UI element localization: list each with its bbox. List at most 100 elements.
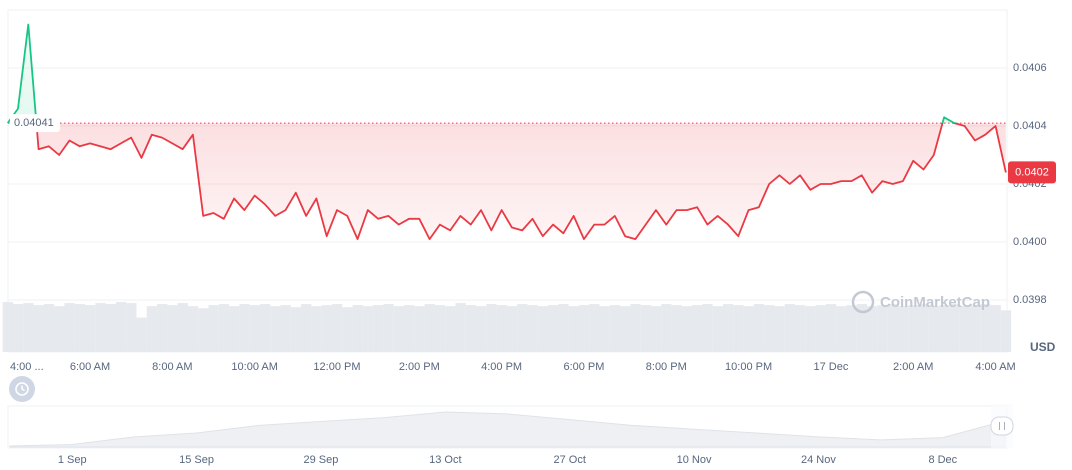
volume-bar: [218, 304, 230, 352]
volume-bar: [640, 305, 651, 352]
volume-bar: [33, 305, 44, 352]
volume-bar: [424, 304, 435, 352]
x-tick-label: 17 Dec: [813, 361, 848, 373]
navigator-date-label: 27 Oct: [553, 454, 585, 466]
line-layer: [6, 23, 1007, 240]
volume-bar: [301, 304, 312, 352]
volume-bar: [928, 306, 940, 352]
history-icon-hand: [21, 385, 25, 392]
volume-bar: [990, 305, 1001, 352]
volume-bar: [702, 304, 713, 352]
volume-bar: [331, 304, 343, 352]
volume-bar: [681, 306, 693, 352]
history-icon: [15, 382, 29, 396]
volume-bar: [290, 307, 302, 352]
volume-bar: [825, 304, 837, 352]
volume-bar: [980, 304, 991, 352]
volume-bar: [115, 302, 127, 352]
volume-bar: [486, 304, 497, 352]
volume-bar: [414, 306, 425, 352]
volume-bar: [609, 305, 621, 352]
volume-bar: [517, 304, 528, 352]
volume-bar: [393, 306, 405, 352]
volume-bar: [43, 304, 55, 352]
navigator-layer: [9, 411, 1006, 448]
volume-bar: [321, 305, 332, 352]
volume-bar: [630, 304, 641, 352]
navigator-date-label: 10 Nov: [677, 454, 712, 466]
y-tick-label: 0.0400: [1013, 236, 1047, 248]
volume-bar: [187, 306, 199, 352]
volume-bar: [578, 305, 590, 352]
volume-bar: [352, 305, 363, 352]
navigator-handle[interactable]: [990, 404, 1014, 448]
volume-bar: [1000, 310, 1012, 352]
volume-bar: [362, 306, 374, 352]
volume-bar: [74, 304, 86, 352]
volume-bar: [939, 305, 950, 352]
x-tick-label: 10:00 AM: [231, 361, 277, 373]
x-tick-label: 4:00 AM: [975, 361, 1015, 373]
volume-bar: [753, 304, 765, 352]
volume-bar: [949, 304, 960, 352]
volume-bar: [897, 306, 909, 352]
volume-bar: [918, 304, 929, 352]
volume-bar: [208, 305, 219, 352]
volume-bar: [259, 304, 271, 352]
volume-bar: [712, 306, 724, 352]
volume-bar: [167, 305, 178, 352]
volume-bar: [784, 304, 796, 352]
volume-layer: [2, 302, 1012, 352]
volume-bar: [723, 304, 734, 352]
volume-bar: [836, 306, 847, 352]
y-tick-label: 0.0404: [1013, 120, 1047, 132]
volume-bar: [146, 306, 158, 352]
x-tick-label: 6:00 AM: [70, 361, 110, 373]
volume-bar: [805, 306, 816, 352]
volume-bar: [846, 305, 857, 352]
history-button[interactable]: [9, 376, 35, 402]
volume-bar: [445, 306, 456, 352]
volume-bar: [743, 306, 754, 352]
volume-bar: [434, 305, 446, 352]
volume-bar: [620, 306, 631, 352]
volume-bar: [969, 305, 981, 352]
volume-bar: [877, 305, 888, 352]
volume-bar: [650, 306, 662, 352]
volume-bar: [157, 304, 168, 352]
volume-bar: [815, 305, 826, 352]
volume-bar: [733, 305, 744, 352]
volume-bar: [867, 306, 878, 352]
navigator-date-label: 13 Oct: [429, 454, 461, 466]
navigator-date-label: 29 Sep: [304, 454, 339, 466]
volume-bar: [311, 306, 322, 352]
volume-bar: [465, 305, 477, 352]
current-price-tag: [1008, 161, 1056, 184]
x-tick-label: 4:00 ...: [10, 361, 44, 373]
volume-bar: [661, 304, 672, 352]
volume-bar: [671, 305, 682, 352]
baseline-label: 0.04041: [14, 117, 54, 129]
volume-bar: [537, 306, 549, 352]
area: [7, 24, 1006, 240]
volume-bar: [558, 304, 569, 352]
volume-bar: [887, 304, 898, 352]
volume-bar: [95, 303, 106, 352]
volume-bar: [64, 303, 75, 352]
y-tick-label: 0.0398: [1013, 294, 1047, 306]
x-tick-label: 6:00 PM: [563, 361, 604, 373]
volume-bar: [23, 303, 34, 352]
navigator-area: [9, 411, 1006, 448]
volume-bar: [85, 305, 96, 352]
volume-bar: [270, 306, 281, 352]
navigator-grip[interactable]: [990, 416, 1014, 436]
volume-bar: [856, 304, 868, 352]
volume-bar: [496, 305, 507, 352]
volume-bar: [764, 305, 775, 352]
y-unit: USD: [1030, 340, 1056, 354]
volume-bar: [105, 304, 116, 352]
volume-bar: [527, 305, 538, 352]
watermark-text: CoinMarketCap: [880, 294, 990, 311]
